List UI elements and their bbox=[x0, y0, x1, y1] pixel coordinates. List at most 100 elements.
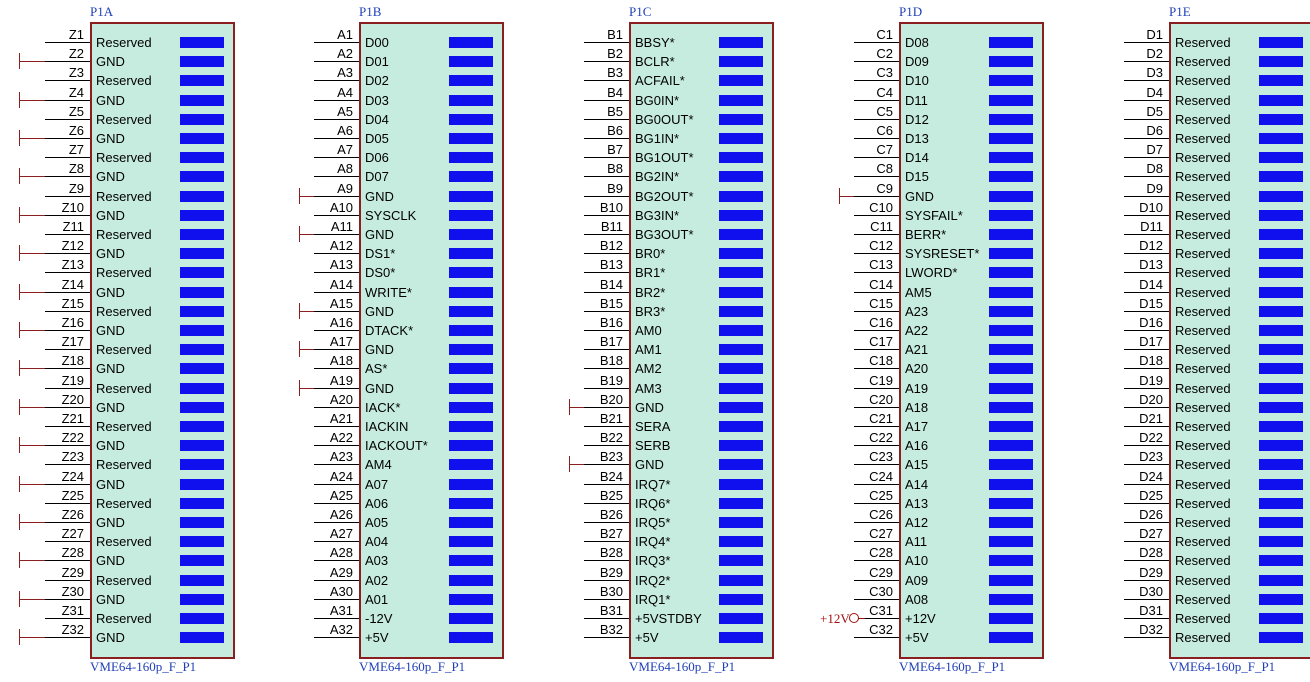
pin-wire bbox=[1124, 483, 1169, 485]
pin-number: A14 bbox=[329, 276, 353, 292]
ground-symbol-icon bbox=[19, 360, 20, 377]
pin-number: D29 bbox=[1139, 564, 1163, 580]
pin-wire bbox=[45, 157, 90, 159]
pin-number: Z15 bbox=[61, 295, 84, 311]
pin-pad-bar bbox=[180, 171, 224, 183]
pin-wire bbox=[45, 445, 90, 447]
pin-pad-bar bbox=[449, 613, 493, 624]
pin-pad-bar bbox=[449, 440, 493, 452]
pin-wire bbox=[45, 80, 90, 82]
ground-symbol-icon bbox=[299, 226, 300, 242]
ground-symbol-icon bbox=[19, 629, 20, 646]
pin-wire bbox=[314, 464, 359, 466]
pin-wire bbox=[854, 502, 899, 504]
pin-signal-name: Reserved bbox=[1175, 92, 1231, 108]
pin-number: Z22 bbox=[61, 430, 84, 446]
pin-signal-name: IACK* bbox=[365, 399, 401, 415]
pin-number: A31 bbox=[329, 603, 353, 618]
connector-block-p1b: P1B VME64-160p_F_P1 A1 D00 A2 D01 A3 D02 A4 D03 A5… bbox=[271, 5, 571, 681]
pin-signal-name: BG1OUT* bbox=[635, 150, 694, 166]
pin-pad-bar bbox=[1259, 401, 1303, 413]
pin-pad-bar bbox=[1259, 305, 1303, 317]
ground-wire bbox=[19, 253, 45, 255]
pin-wire bbox=[584, 253, 629, 255]
component-body[interactable] bbox=[899, 22, 1044, 659]
pin-signal-name: Reserved bbox=[96, 572, 152, 588]
pin-pad-bar bbox=[989, 286, 1033, 298]
ground-wire bbox=[569, 464, 584, 466]
pin-signal-name: Reserved bbox=[96, 611, 152, 626]
pin-number: B23 bbox=[599, 449, 623, 465]
component-body[interactable] bbox=[90, 22, 235, 659]
pin-wire bbox=[854, 80, 899, 82]
ground-wire bbox=[299, 310, 314, 312]
pin-wire bbox=[1124, 426, 1169, 427]
pin-signal-name: Reserved bbox=[1175, 54, 1231, 70]
pin-number: D4 bbox=[1146, 84, 1163, 100]
pin-wire bbox=[1124, 157, 1169, 159]
pin-signal-name: IRQ3* bbox=[635, 553, 671, 569]
pin-wire bbox=[854, 368, 899, 370]
pin-signal-name: A01 bbox=[365, 591, 389, 607]
pin-pad-bar bbox=[449, 517, 493, 528]
pin-number: B2 bbox=[607, 46, 623, 62]
pin-wire bbox=[584, 483, 629, 485]
pin-pad-bar bbox=[1259, 421, 1303, 432]
pin-wire bbox=[584, 598, 629, 600]
pin-pad-bar bbox=[719, 363, 763, 375]
component-body[interactable] bbox=[629, 22, 774, 659]
pin-wire bbox=[854, 253, 899, 255]
pin-pad-bar bbox=[180, 94, 224, 106]
pin-number: C17 bbox=[869, 334, 893, 350]
pin-wire bbox=[45, 176, 90, 178]
pin-pad-bar bbox=[989, 517, 1033, 528]
pin-signal-name: IACKOUT* bbox=[365, 438, 428, 454]
pin-signal-name: Reserved bbox=[1175, 323, 1231, 338]
ground-wire bbox=[19, 560, 45, 562]
power-port-label: +12V bbox=[820, 611, 850, 626]
pin-signal-name: BG0OUT* bbox=[635, 111, 694, 127]
pin-number: A22 bbox=[329, 430, 353, 446]
pin-pad-bar bbox=[989, 94, 1033, 106]
pin-signal-name: A14 bbox=[905, 476, 929, 492]
pin-wire bbox=[1124, 637, 1169, 639]
pin-pad-bar bbox=[719, 133, 763, 144]
pin-number: Z14 bbox=[61, 276, 84, 292]
component-body[interactable] bbox=[1169, 22, 1310, 659]
pin-pad-bar bbox=[449, 344, 493, 356]
pin-wire bbox=[314, 368, 359, 370]
pin-number: C24 bbox=[869, 468, 893, 484]
pin-signal-name: -12V bbox=[365, 611, 393, 626]
pin-wire bbox=[584, 618, 629, 619]
pin-number: C19 bbox=[869, 372, 893, 388]
pin-wire bbox=[584, 349, 629, 351]
pin-number: D31 bbox=[1139, 603, 1163, 618]
pin-number: D26 bbox=[1139, 507, 1163, 522]
pin-signal-name: AS* bbox=[365, 361, 388, 377]
pin-number: C31 bbox=[869, 603, 893, 618]
pin-wire bbox=[1124, 118, 1169, 120]
component-body[interactable] bbox=[359, 22, 504, 659]
pin-signal-name: Reserved bbox=[96, 111, 152, 127]
pin-wire bbox=[314, 598, 359, 600]
pin-wire bbox=[854, 637, 899, 639]
pin-number: D5 bbox=[1146, 103, 1163, 119]
pin-number: B15 bbox=[599, 295, 623, 311]
pin-number: A32 bbox=[329, 622, 353, 638]
pin-pad-bar bbox=[180, 305, 224, 317]
pin-number: D20 bbox=[1139, 391, 1163, 407]
ground-wire bbox=[299, 234, 314, 235]
pin-wire bbox=[314, 234, 359, 235]
pin-number: D19 bbox=[1139, 372, 1163, 388]
pin-wire bbox=[45, 426, 90, 427]
pin-pad-bar bbox=[449, 421, 493, 432]
pin-signal-name: BG2IN* bbox=[635, 169, 680, 185]
pin-number: D15 bbox=[1139, 295, 1163, 311]
pin-pad-bar bbox=[719, 305, 763, 317]
pin-signal-name: A16 bbox=[905, 438, 929, 454]
pin-signal-name: BR3* bbox=[635, 303, 666, 319]
pin-signal-name: LWORD* bbox=[905, 265, 958, 281]
pin-number: C4 bbox=[876, 84, 893, 100]
pin-signal-name: BG1IN* bbox=[635, 131, 680, 146]
pin-number: C7 bbox=[876, 142, 893, 158]
